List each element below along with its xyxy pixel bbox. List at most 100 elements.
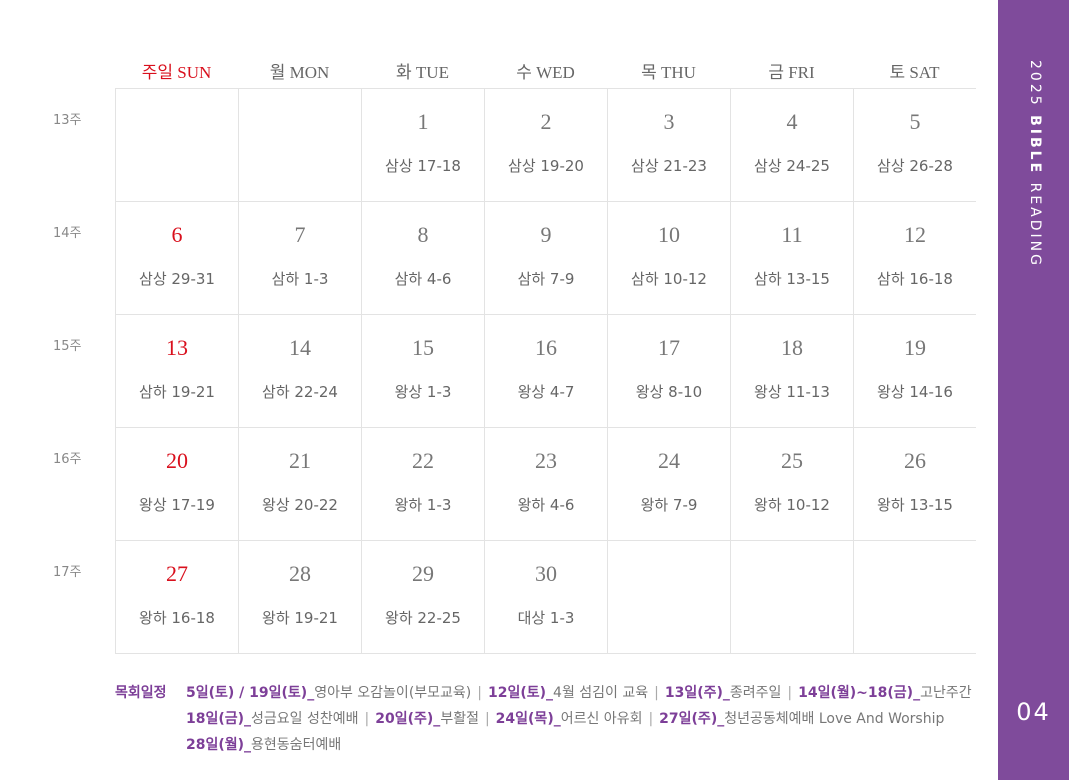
reading-range: 왕하 13-15 (877, 496, 953, 514)
day-number: 17 (658, 335, 680, 360)
separator: | (654, 685, 659, 701)
event-text: 성금요일 성찬예배 (251, 711, 359, 727)
day-number: 2 (540, 109, 552, 134)
day-cell: 5 삼상 26-28 (853, 89, 976, 201)
event-date: 27일(주)_ (659, 711, 725, 727)
day-number: 18 (781, 335, 803, 360)
reading-range: 왕하 19-21 (262, 609, 338, 627)
day-cell: 26 왕하 13-15 (853, 428, 976, 540)
day-number: 9 (540, 222, 552, 247)
day-cell: 7 삼하 1-3 (238, 202, 361, 314)
page-number: 04 (1016, 698, 1051, 726)
reading-range: 삼상 29-31 (139, 270, 215, 288)
week-row: 15주 13 삼하 19-21 14 삼하 22-24 15 왕상 1-3 16 왕상 4-7 1… (53, 314, 976, 427)
day-number: 29 (412, 561, 434, 586)
day-cell: 9 삼하 7-9 (484, 202, 607, 314)
side-title: 2025 BIBLE READING (1027, 60, 1043, 268)
day-number: 13 (166, 335, 188, 360)
notes-line: 18일(금)_성금요일 성찬예배 | 20일(주)_부활절 | 24일(목)_어르신 아… (186, 706, 972, 732)
day-number (116, 109, 238, 135)
notes-line: 28일(월)_용현동숨터예배 (186, 732, 972, 758)
week-row: 16주 20 왕상 17-19 21 왕상 20-22 22 왕하 1-3 23 왕하 4-6 2… (53, 427, 976, 540)
reading-range: 왕상 14-16 (877, 383, 953, 401)
reading-range: 왕상 8-10 (635, 383, 703, 401)
event-date: 28일(월)_ (186, 737, 252, 753)
separator: | (484, 711, 490, 727)
reading-range: 대상 1-3 (517, 609, 575, 627)
day-number: 8 (417, 222, 429, 247)
reading-range: 삼상 24-25 (754, 157, 830, 175)
day-cell: 8 삼하 4-6 (361, 202, 484, 314)
event-date: 12일(토)_ (487, 685, 554, 701)
day-number: 24 (658, 448, 680, 473)
event-text: 영아부 오감놀이(부모교육) (314, 685, 472, 701)
day-cell: 13 삼하 19-21 (115, 315, 238, 427)
week-row: 14주 6 삼상 29-31 7 삼하 1-3 8 삼하 4-6 9 삼하 7-9 10 삼하 10… (53, 201, 976, 314)
day-number: 12 (904, 222, 926, 247)
event-text: 부활절 (440, 711, 479, 727)
weekday-header: 주일 SUN 월 MON 화 TUE 수 WED 목 THU 금 FRI 토 SAT (115, 58, 976, 83)
day-cell (607, 541, 730, 653)
day-number: 4 (786, 109, 798, 134)
schedule-notes: 목회일정 5일(토) / 19일(토)_영아부 오감놀이(부모교육) | 12일(토… (115, 680, 972, 758)
separator: | (477, 685, 482, 701)
event-text: 고난주간 (920, 685, 972, 701)
day-number: 19 (904, 335, 926, 360)
side-bar: 2025 BIBLE READING 04 (998, 0, 1069, 780)
day-number (239, 109, 361, 135)
day-number: 22 (412, 448, 434, 473)
day-cell: 1 삼상 17-18 (361, 89, 484, 201)
reading-range: 왕상 17-19 (139, 496, 215, 514)
day-number: 27 (166, 561, 188, 586)
day-cell: 17 왕상 8-10 (607, 315, 730, 427)
day-number: 20 (166, 448, 188, 473)
reading-range: 삼하 10-12 (631, 270, 707, 288)
reading-range: 삼상 17-18 (385, 157, 461, 175)
day-cell: 19 왕상 14-16 (853, 315, 976, 427)
weekday-label: 월 MON (269, 63, 330, 82)
event-text: 청년공동체예배 Love And Worship (724, 711, 945, 727)
day-number: 11 (781, 222, 803, 247)
reading-range: 왕상 1-3 (394, 383, 452, 401)
day-number: 23 (535, 448, 557, 473)
day-number: 7 (294, 222, 306, 247)
event-date: 18일(금)_ (186, 711, 252, 727)
day-cell: 20 왕상 17-19 (115, 428, 238, 540)
event-date: 13일(주)_ (664, 685, 730, 701)
reading-range: 왕하 7-9 (640, 496, 698, 514)
week-label: 17주 (53, 565, 82, 580)
week-row: 13주 1 삼상 17-18 2 삼상 19-20 3 삼상 21-23 4 삼상 24-25 5… (53, 88, 976, 201)
reading-range: 삼하 4-6 (394, 270, 452, 288)
day-number: 1 (417, 109, 429, 134)
reading-range: 삼하 22-24 (262, 383, 338, 401)
day-cell: 25 왕하 10-12 (730, 428, 853, 540)
day-cell: 14 삼하 22-24 (238, 315, 361, 427)
reading-range: 왕하 16-18 (139, 609, 215, 627)
day-cell (730, 541, 853, 653)
weekday-label: 목 THU (641, 63, 696, 82)
day-cell: 22 왕하 1-3 (361, 428, 484, 540)
event-text: 종려주일 (729, 685, 782, 701)
day-number: 26 (904, 448, 926, 473)
day-number: 28 (289, 561, 311, 586)
day-cell: 11 삼하 13-15 (730, 202, 853, 314)
day-number (608, 561, 730, 587)
day-cell: 16 왕상 4-7 (484, 315, 607, 427)
day-number: 3 (663, 109, 675, 134)
reading-range: 왕하 10-12 (754, 496, 830, 514)
reading-range: 삼하 16-18 (877, 270, 953, 288)
day-cell: 15 왕상 1-3 (361, 315, 484, 427)
day-number: 14 (289, 335, 311, 360)
event-date: 20일(주)_ (375, 711, 441, 727)
day-number (731, 561, 853, 587)
day-number: 6 (171, 222, 183, 247)
day-cell: 27 왕하 16-18 (115, 541, 238, 653)
weekday-label: 화 TUE (396, 63, 449, 82)
day-cell (238, 89, 361, 201)
day-cell: 30 대상 1-3 (484, 541, 607, 653)
reading-range: 삼하 1-3 (271, 270, 329, 288)
separator: | (787, 685, 793, 701)
event-date: 14일(월)~18(금)_ (798, 685, 921, 701)
day-number: 16 (535, 335, 557, 360)
reading-range: 왕상 20-22 (262, 496, 338, 514)
